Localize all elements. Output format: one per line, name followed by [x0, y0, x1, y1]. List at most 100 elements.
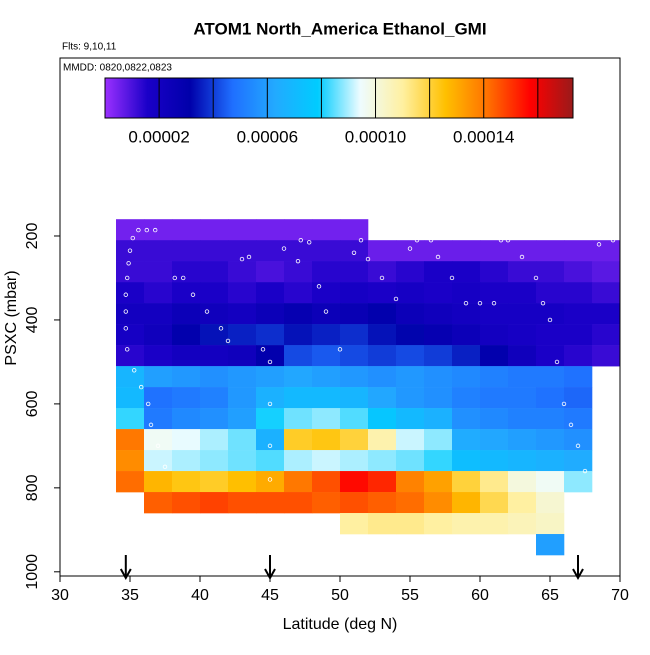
- heat-cell: [480, 324, 509, 346]
- heat-cell: [256, 303, 285, 325]
- heat-cell: [396, 303, 425, 325]
- heat-cell: [564, 408, 593, 430]
- heat-cell: [228, 282, 257, 304]
- heat-cell: [144, 492, 173, 514]
- heat-cell: [368, 240, 397, 262]
- heat-cell: [452, 240, 481, 262]
- heat-cell: [452, 324, 481, 346]
- track-point: [218, 326, 224, 331]
- annotation: Flts: 9,10,11: [62, 42, 117, 53]
- track-point: [393, 296, 399, 302]
- heat-cell: [284, 345, 313, 367]
- heat-cell: [480, 261, 509, 283]
- heat-cell: [116, 387, 145, 409]
- heat-cell: [564, 324, 593, 346]
- heat-cell: [452, 366, 481, 388]
- heat-cell: [508, 471, 537, 493]
- heat-cell: [396, 408, 425, 430]
- track-point: [561, 401, 567, 407]
- heat-cell: [564, 366, 593, 388]
- heat-cell: [340, 513, 369, 535]
- track-point: [131, 368, 137, 373]
- y-tick-label: 1000: [24, 554, 41, 590]
- heat-cell: [144, 450, 173, 472]
- heat-cell: [536, 492, 565, 514]
- heat-cell: [200, 240, 229, 262]
- heat-cell: [480, 408, 509, 430]
- heat-cell: [228, 303, 257, 325]
- y-axis-title: PSXC (mbar): [3, 270, 20, 365]
- heat-cell: [172, 345, 201, 367]
- heat-cell: [172, 408, 201, 430]
- heat-cell: [256, 219, 285, 241]
- x-tick-label: 45: [261, 587, 279, 604]
- heat-cell: [228, 387, 257, 409]
- heat-cell: [144, 240, 173, 262]
- heat-cell: [480, 450, 509, 472]
- track-point: [554, 359, 560, 365]
- heat-cell: [340, 345, 369, 367]
- colorbar-tick-label: 0.00006: [237, 127, 298, 146]
- track-point: [435, 254, 441, 260]
- heat-cell: [424, 450, 453, 472]
- heat-cell: [228, 261, 257, 283]
- heat-cell: [256, 366, 285, 388]
- heat-cell: [340, 324, 369, 346]
- track-point: [204, 309, 210, 314]
- heat-cell: [396, 366, 425, 388]
- track-point: [449, 275, 455, 281]
- heat-cell: [564, 261, 593, 283]
- x-tick-label: 65: [541, 587, 559, 604]
- heat-cell: [284, 492, 313, 514]
- heat-cell: [424, 408, 453, 430]
- heat-cell: [480, 366, 509, 388]
- heat-cell: [172, 324, 201, 346]
- heat-cell: [200, 282, 229, 304]
- heat-cell: [116, 450, 145, 472]
- heat-cell: [452, 429, 481, 451]
- heat-cell: [480, 471, 509, 493]
- track-point: [505, 237, 511, 243]
- heat-cell: [228, 408, 257, 430]
- heat-cell: [200, 429, 229, 451]
- track-point: [124, 347, 130, 352]
- heat-cell: [312, 240, 341, 262]
- heat-cell: [452, 345, 481, 367]
- track-point: [519, 254, 525, 260]
- y-tick-label: 200: [24, 223, 41, 250]
- heat-cell: [480, 513, 509, 535]
- heat-cell: [508, 324, 537, 346]
- heat-cell: [536, 387, 565, 409]
- arrow-head: [119, 568, 132, 581]
- heat-cell: [480, 303, 509, 325]
- y-tick-label: 600: [24, 390, 41, 417]
- track-point: [596, 242, 602, 247]
- heat-cell: [396, 492, 425, 514]
- overlay: 0.00002 0.00006 0.00010 0.00014: [104, 77, 616, 581]
- heat-cell: [144, 345, 173, 367]
- heat-cell: [452, 471, 481, 493]
- heat-cell: [368, 345, 397, 367]
- heat-cell: [340, 282, 369, 304]
- heat-cell: [536, 534, 565, 556]
- heat-cell: [396, 450, 425, 472]
- heat-cell: [508, 513, 537, 535]
- heat-cell: [340, 492, 369, 514]
- heat-cell: [368, 324, 397, 346]
- track-point: [337, 347, 343, 352]
- track-point: [190, 292, 196, 297]
- heat-cell: [452, 492, 481, 514]
- track-point: [180, 275, 186, 281]
- heat-cell: [256, 471, 285, 493]
- heat-cell: [480, 240, 509, 262]
- track-point: [533, 275, 539, 281]
- heat-cell: [536, 345, 565, 367]
- heat-cell: [508, 282, 537, 304]
- heat-cell: [508, 345, 537, 367]
- heat-cell: [340, 387, 369, 409]
- heat-cell: [480, 282, 509, 304]
- heat-cell: [228, 366, 257, 388]
- track-point: [172, 275, 177, 281]
- heat-cell: [284, 387, 313, 409]
